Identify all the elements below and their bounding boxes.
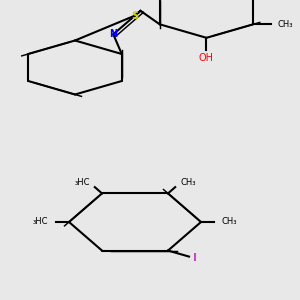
Text: OH: OH xyxy=(199,53,214,63)
Text: N: N xyxy=(109,29,117,39)
Text: ₃HC: ₃HC xyxy=(32,218,48,226)
Text: I: I xyxy=(193,253,197,263)
Text: CH₃: CH₃ xyxy=(180,178,196,188)
Text: S: S xyxy=(131,11,139,21)
Text: CH₃: CH₃ xyxy=(277,20,293,29)
Text: CH₃: CH₃ xyxy=(222,218,238,226)
Text: ₃HC: ₃HC xyxy=(74,178,90,188)
